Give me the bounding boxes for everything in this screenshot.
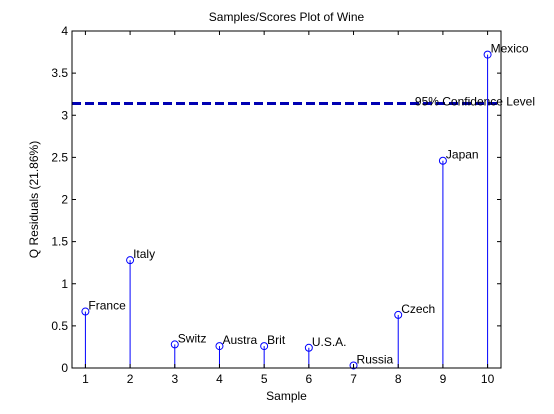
x-tick-label: 8 <box>395 372 402 386</box>
sample-label: Czech <box>401 302 435 316</box>
x-axis-label: Sample <box>266 389 307 403</box>
x-tick-label: 5 <box>261 372 268 386</box>
y-axis-label: Q Residuals (21.86%) <box>27 141 41 258</box>
stem-marker <box>81 307 90 316</box>
y-tick-label: 1 <box>61 277 68 291</box>
stem-marker <box>483 50 492 59</box>
y-tick-label: 1.5 <box>51 235 68 249</box>
sample-label: U.S.A. <box>312 335 347 349</box>
x-tick-label: 10 <box>481 372 495 386</box>
x-tick-label: 7 <box>350 372 357 386</box>
y-tick-label: 4 <box>61 24 68 38</box>
x-tick-label: 4 <box>216 372 223 386</box>
sample-label: Italy <box>133 247 155 261</box>
sample-label: Brit <box>267 333 286 347</box>
stem-marker <box>438 156 447 165</box>
stem-marker <box>260 342 269 351</box>
y-tick-label: 0 <box>61 361 68 375</box>
chart-title: Samples/Scores Plot of Wine <box>209 10 365 24</box>
stem-marker <box>170 340 179 349</box>
x-tick-label: 9 <box>440 372 447 386</box>
plot-area <box>72 31 501 368</box>
stem-marker <box>394 310 403 319</box>
x-tick-label: 6 <box>306 372 313 386</box>
x-tick-label: 3 <box>171 372 178 386</box>
y-tick-label: 2 <box>61 193 68 207</box>
sample-label: Russia <box>357 352 394 366</box>
stem-marker <box>126 256 135 265</box>
sample-label: France <box>88 299 126 313</box>
stem-marker <box>349 361 358 370</box>
stem-marker <box>304 343 313 352</box>
x-tick-label: 1 <box>82 372 89 386</box>
y-tick-label: 0.5 <box>51 319 68 333</box>
y-tick-label: 2.5 <box>51 150 68 164</box>
sample-label: Mexico <box>491 42 529 56</box>
y-tick-label: 3 <box>61 108 68 122</box>
stem-marker <box>215 342 224 351</box>
sample-label: Japan <box>446 148 479 162</box>
sample-label: Switz <box>178 331 207 345</box>
sample-label: Austra <box>222 333 257 347</box>
axis-ticks: 1 2 3 4 5 6 7 8 9 10 0 0.5 1 1.5 2 2.5 3 3.5 4 <box>51 24 501 386</box>
confidence-limit-label: 95% Confidence Level <box>415 94 535 108</box>
y-tick-label: 3.5 <box>51 66 68 80</box>
x-tick-label: 2 <box>127 372 134 386</box>
